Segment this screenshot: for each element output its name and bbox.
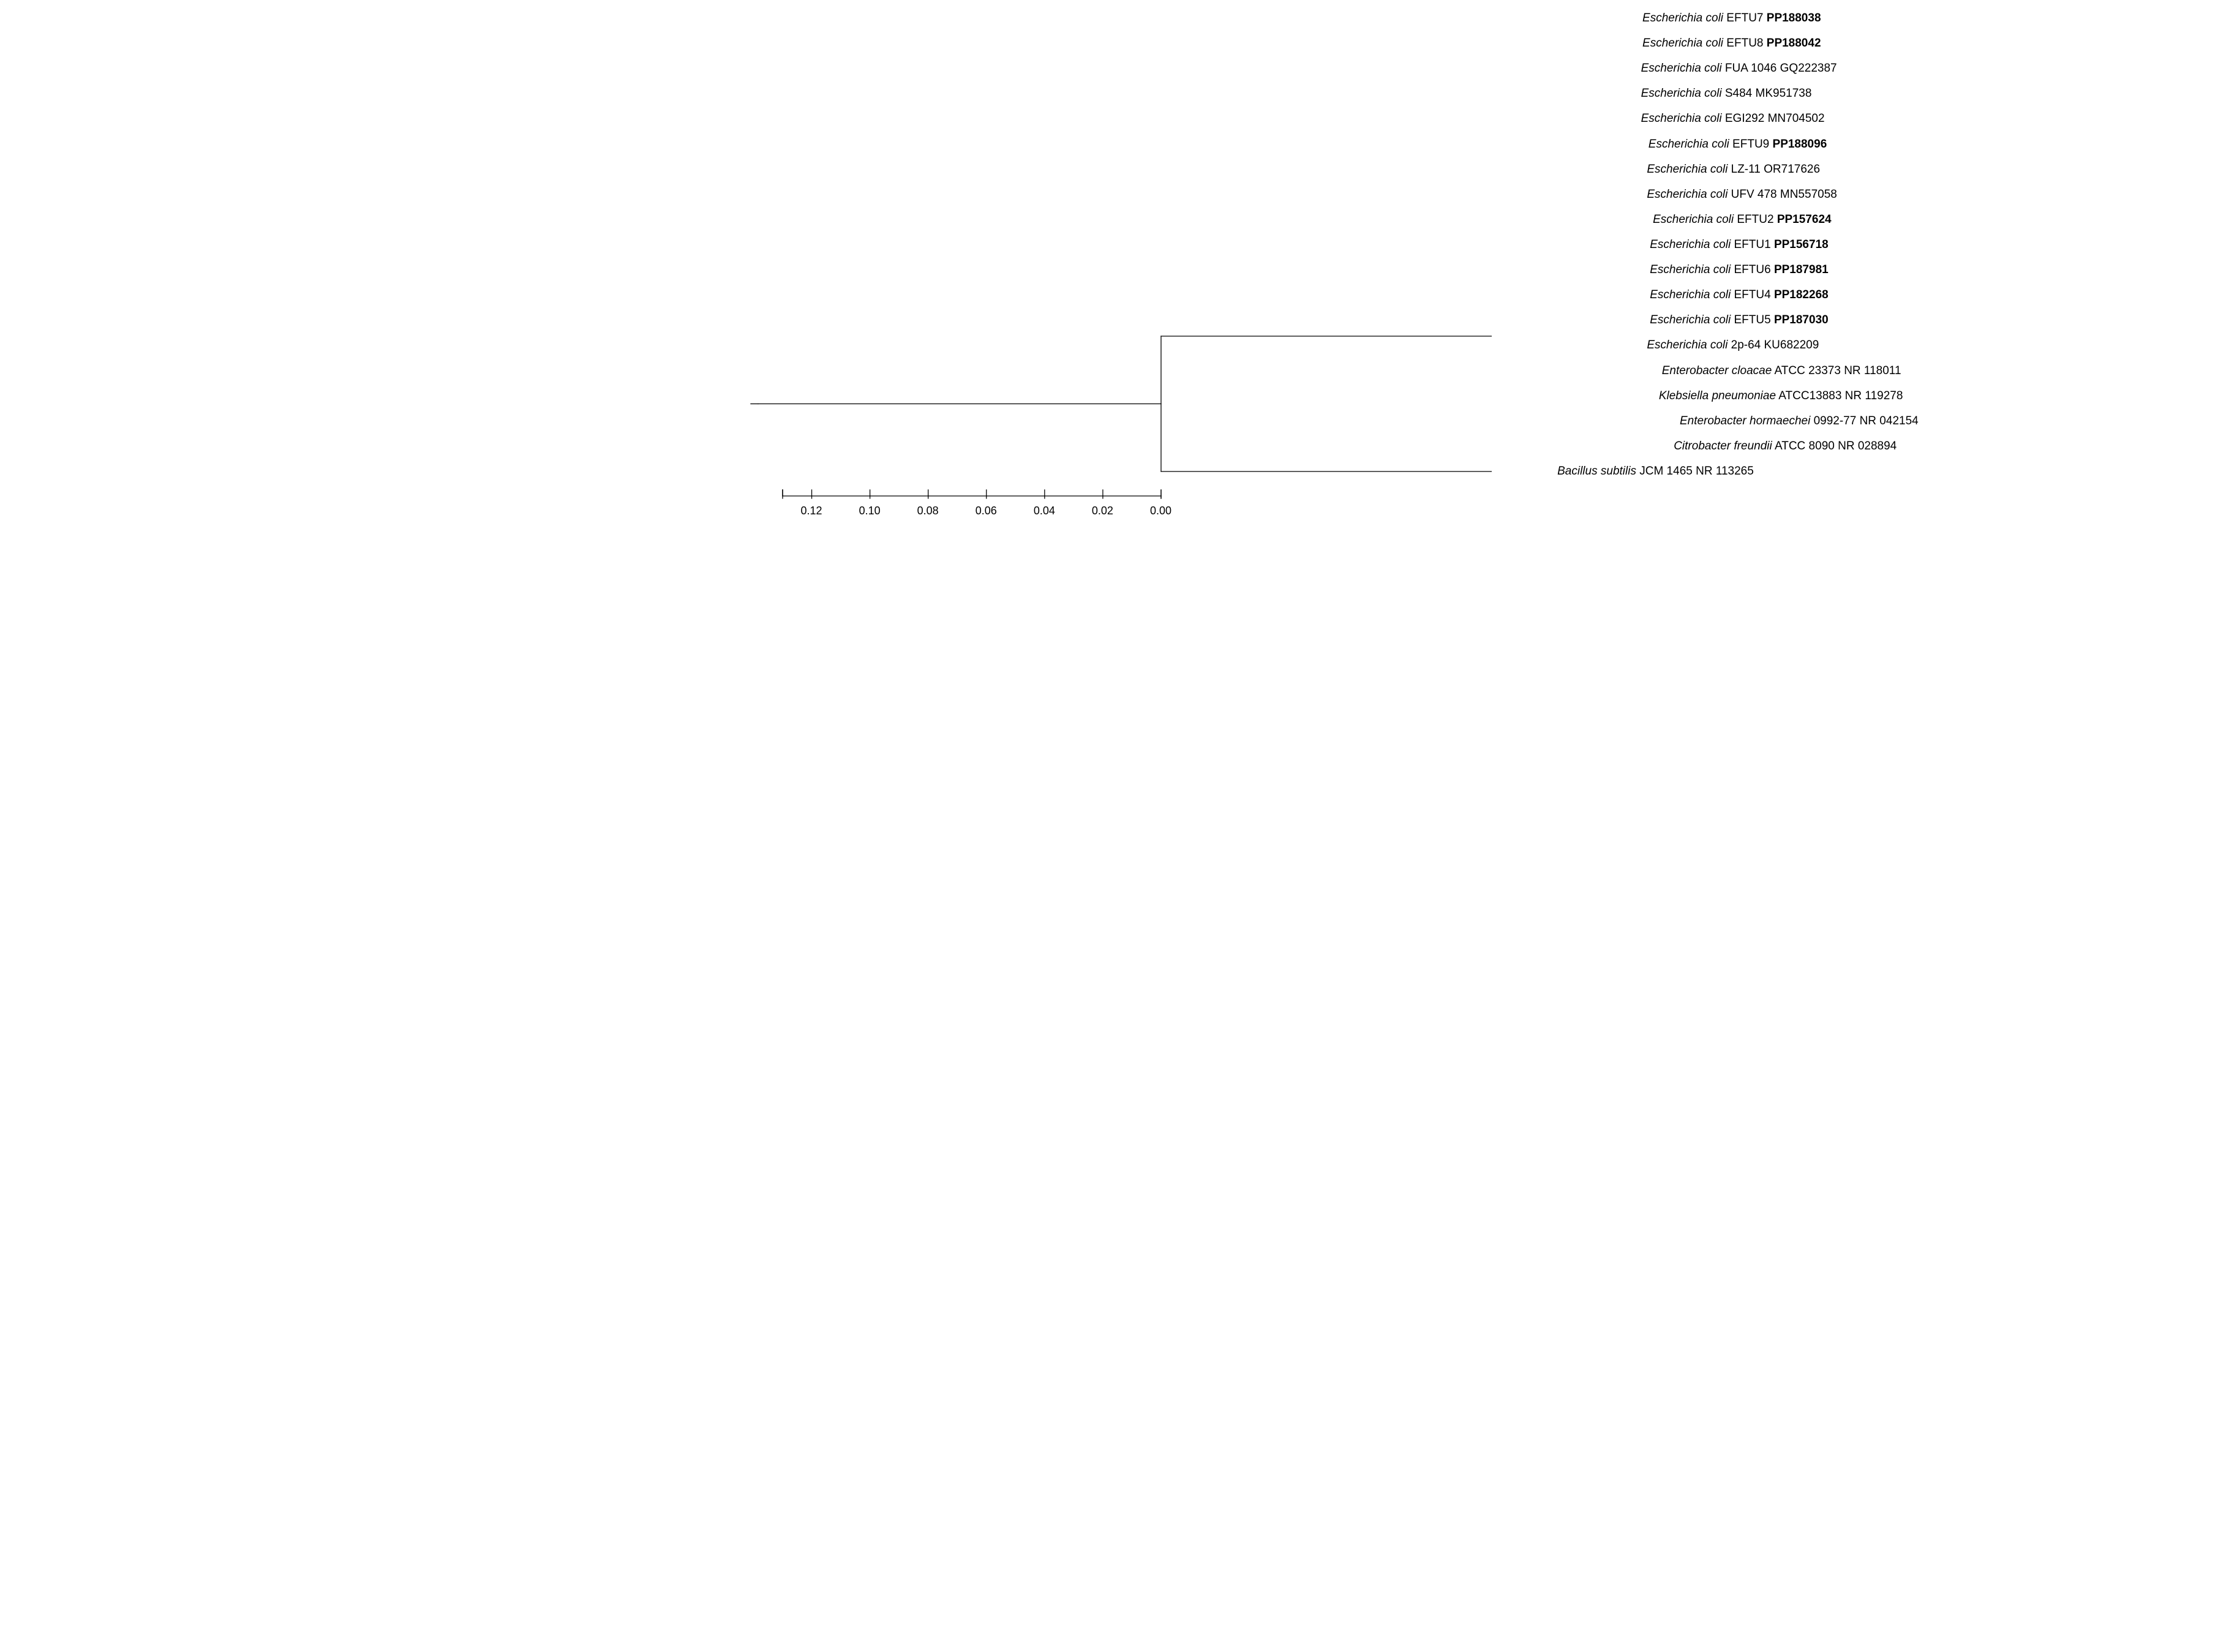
taxon-label: Citrobacter freundii ATCC 8090 NR 028894 [1674,440,1897,453]
phylogenetic-tree-figure: Escherichia coli EFTU7 PP188038Escherich… [746,0,1492,551]
axis-tick-label: 0.04 [1034,505,1055,517]
taxon-label: Escherichia coli EFTU8 PP188042 [1642,37,1821,50]
taxon-label: Escherichia coli EFTU9 PP188096 [1649,138,1827,151]
axis-tick-label: 0.02 [1092,505,1113,517]
taxon-label: Escherichia coli EFTU6 PP187981 [1650,263,1828,277]
axis-tick-label: 0.08 [917,505,939,517]
taxon-label: Escherichia coli 2p-64 KU682209 [1647,339,1819,352]
axis-tick-label: 0.06 [976,505,997,517]
axis-tick-label: 0.10 [859,505,881,517]
taxon-label: Bacillus subtilis JCM 1465 NR 113265 [1557,465,1754,478]
taxon-label: Escherichia coli FUA 1046 GQ222387 [1641,62,1837,75]
taxon-label: Enterobacter hormaechei 0992-77 NR 04215… [1680,415,1919,428]
axis-tick-label: 0.00 [1150,505,1171,517]
taxon-label: Klebsiella pneumoniae ATCC13883 NR 11927… [1659,389,1903,403]
taxon-label: Escherichia coli LZ-11 OR717626 [1647,163,1820,176]
taxon-label: Escherichia coli UFV 478 MN557058 [1647,188,1837,201]
taxon-label: Escherichia coli EGI292 MN704502 [1641,112,1825,126]
taxon-label: Escherichia coli EFTU7 PP188038 [1642,12,1821,25]
taxon-label: Enterobacter cloacae ATCC 23373 NR 11801… [1662,364,1901,378]
tree-svg [746,0,1492,551]
taxon-label: Escherichia coli EFTU4 PP182268 [1650,288,1828,302]
taxon-label: Escherichia coli S484 MK951738 [1641,87,1812,100]
taxon-label: Escherichia coli EFTU5 PP187030 [1650,314,1828,327]
taxon-label: Escherichia coli EFTU2 PP157624 [1653,213,1831,227]
taxon-label: Escherichia coli EFTU1 PP156718 [1650,238,1828,252]
axis-tick-label: 0.12 [801,505,822,517]
